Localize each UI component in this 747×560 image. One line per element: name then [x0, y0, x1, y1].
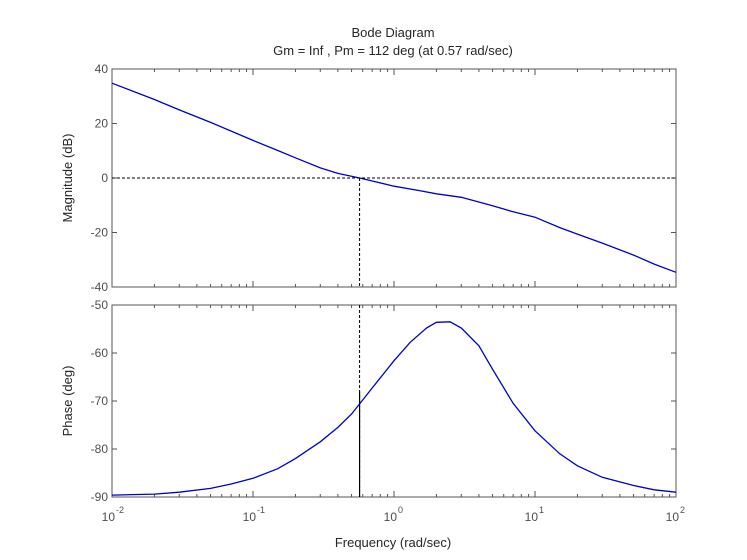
y-tick-label: 0: [101, 171, 108, 185]
y-tick-label: -20: [91, 226, 109, 240]
response-curve: [111, 321, 677, 496]
y-tick-label: -60: [91, 346, 109, 360]
y-tick-label: 40: [95, 62, 109, 76]
chart-title: Bode Diagram: [351, 25, 434, 40]
x-tick-base: 10: [102, 510, 116, 524]
y-tick-label: -40: [91, 280, 109, 294]
plot-frame: [111, 304, 677, 498]
x-tick-base: 10: [666, 510, 680, 524]
frequency-axis-label: Frequency (rad/sec): [335, 535, 451, 550]
magnitude-plot: 40 20 0 -20 -40: [91, 62, 677, 294]
x-tick-base: 10: [243, 510, 257, 524]
response-curve: [111, 82, 677, 273]
y-tick-label: -90: [91, 490, 109, 504]
magnitude-axis-label: Magnitude (dB): [60, 134, 75, 223]
x-tick-label: 10 -1: [243, 505, 265, 524]
x-tick-base: 10: [384, 510, 398, 524]
x-tick-base: 10: [525, 510, 539, 524]
phase-axis-label: Phase (deg): [60, 366, 75, 437]
y-tick-label: -70: [91, 394, 109, 408]
x-tick-exponent: 0: [398, 505, 403, 515]
x-tick-exponent: 2: [680, 505, 685, 515]
x-tick-label: 10 1: [525, 505, 544, 524]
x-tick-exponent: -1: [257, 505, 265, 515]
chart-subtitle: Gm = Inf , Pm = 112 deg (at 0.57 rad/sec…: [273, 43, 513, 58]
x-tick-label: 10 -2: [102, 505, 124, 524]
x-tick-label: 10 2: [666, 505, 685, 524]
x-tick-exponent: -2: [116, 505, 124, 515]
x-tick-exponent: 1: [539, 505, 544, 515]
y-tick-label: -50: [91, 298, 109, 312]
x-tick-label: 10 0: [384, 505, 403, 524]
y-tick-label: 20: [95, 117, 109, 131]
y-tick-label: -80: [91, 442, 109, 456]
